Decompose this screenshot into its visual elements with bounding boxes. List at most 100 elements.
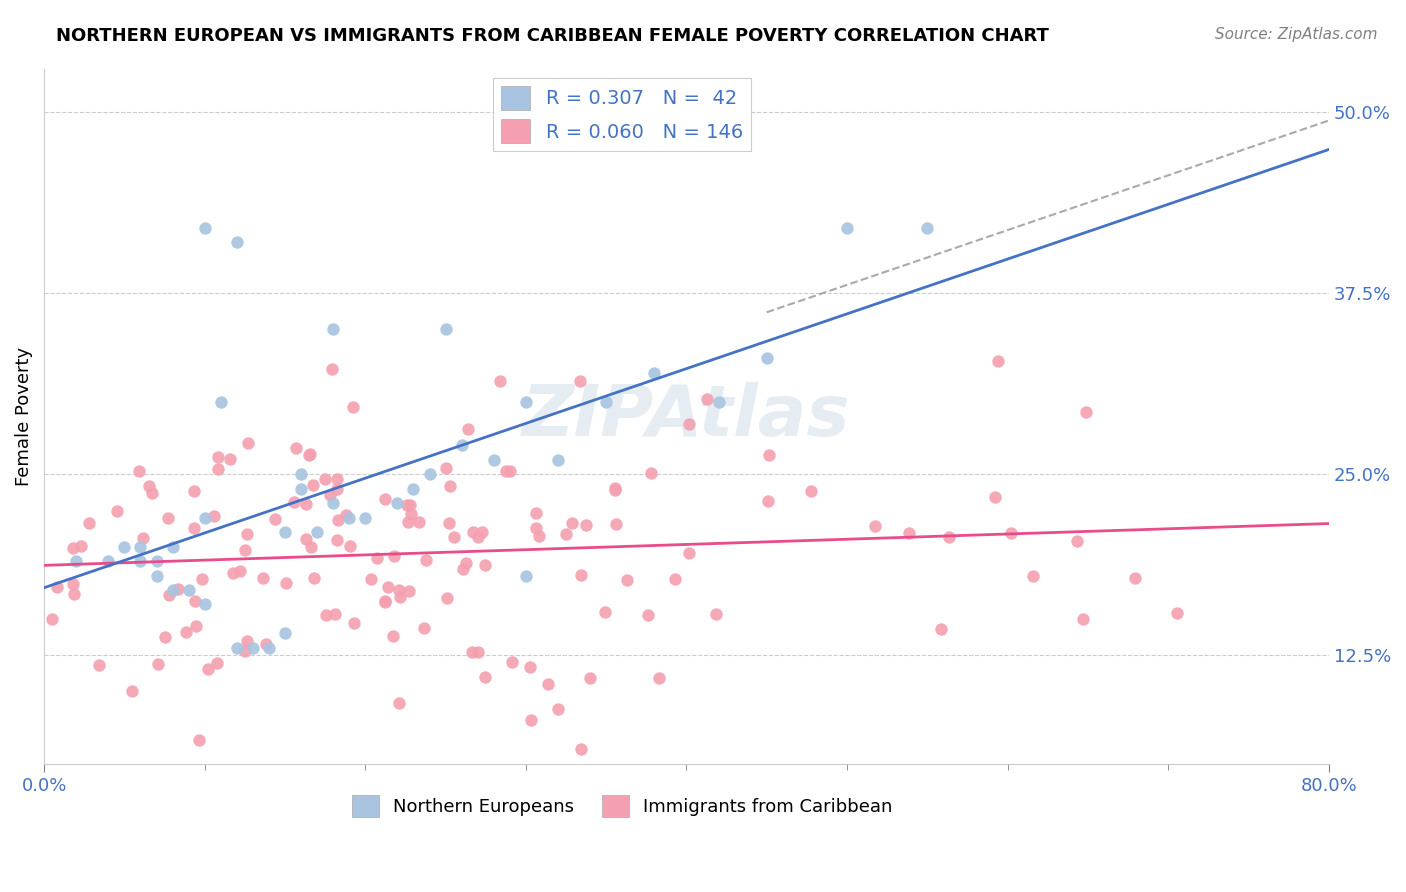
Point — [388, 591, 411, 605]
Point — [283, 494, 305, 508]
Point — [1022, 568, 1045, 582]
Point — [183, 483, 205, 498]
Point — [290, 467, 312, 482]
Point — [1071, 612, 1094, 626]
Point — [236, 436, 259, 450]
Point — [498, 464, 520, 478]
Point — [474, 670, 496, 684]
Point — [166, 582, 188, 596]
Point — [274, 626, 297, 640]
Point — [205, 656, 228, 670]
Point — [501, 656, 523, 670]
Point — [413, 621, 436, 635]
Point — [489, 375, 512, 389]
Point — [184, 594, 207, 608]
Point — [835, 220, 858, 235]
Point — [758, 448, 780, 462]
Point — [1125, 571, 1147, 585]
Point — [233, 644, 256, 658]
Point — [343, 615, 366, 630]
Point — [129, 554, 152, 568]
Point — [938, 530, 960, 544]
Point — [264, 512, 287, 526]
Point — [678, 417, 700, 431]
Point — [335, 508, 357, 522]
Point — [45, 580, 67, 594]
Point — [225, 640, 247, 655]
Point — [65, 554, 87, 568]
Point — [295, 497, 318, 511]
Point — [156, 511, 179, 525]
Point — [302, 571, 325, 585]
Point — [274, 524, 297, 539]
Point — [218, 451, 240, 466]
Point — [105, 503, 128, 517]
Point — [183, 520, 205, 534]
Point — [678, 546, 700, 560]
Point — [471, 525, 494, 540]
Point — [290, 482, 312, 496]
Point — [197, 662, 219, 676]
Point — [225, 235, 247, 250]
Point — [450, 438, 472, 452]
Point — [388, 582, 411, 597]
Point — [439, 478, 461, 492]
Point — [461, 525, 484, 540]
Point — [121, 684, 143, 698]
Point — [325, 533, 347, 548]
Point — [132, 531, 155, 545]
Point — [398, 584, 420, 599]
Y-axis label: Female Poverty: Female Poverty — [15, 347, 32, 486]
Point — [382, 549, 405, 564]
Point — [605, 483, 627, 497]
Point — [537, 677, 560, 691]
Point — [319, 488, 342, 502]
Point — [569, 742, 592, 756]
Point — [326, 473, 349, 487]
Point — [87, 658, 110, 673]
Point — [314, 472, 336, 486]
Text: ZIPAtlas: ZIPAtlas — [522, 382, 851, 450]
Point — [222, 566, 245, 581]
Point — [436, 591, 458, 606]
Text: Source: ZipAtlas.com: Source: ZipAtlas.com — [1215, 27, 1378, 42]
Point — [519, 713, 541, 727]
Point — [418, 467, 440, 482]
Point — [301, 478, 323, 492]
Point — [987, 353, 1010, 368]
Point — [474, 558, 496, 573]
Point — [184, 619, 207, 633]
Point — [437, 516, 460, 530]
Point — [519, 660, 541, 674]
Point — [299, 540, 322, 554]
Point — [707, 394, 730, 409]
Point — [1166, 606, 1188, 620]
Point — [284, 441, 307, 455]
Point — [374, 594, 396, 608]
Point — [696, 392, 718, 406]
Point — [326, 482, 349, 496]
Point — [374, 595, 396, 609]
Point — [515, 394, 537, 409]
Text: NORTHERN EUROPEAN VS IMMIGRANTS FROM CARIBBEAN FEMALE POVERTY CORRELATION CHART: NORTHERN EUROPEAN VS IMMIGRANTS FROM CAR… — [56, 27, 1049, 45]
Point — [62, 541, 84, 556]
Point — [257, 640, 280, 655]
Point — [388, 697, 411, 711]
Point — [307, 524, 329, 539]
Point — [326, 513, 349, 527]
Point — [153, 630, 176, 644]
Point — [62, 576, 84, 591]
Point — [366, 550, 388, 565]
Point — [664, 572, 686, 586]
Point — [298, 448, 321, 462]
Point — [396, 499, 419, 513]
Point — [157, 588, 180, 602]
Point — [141, 486, 163, 500]
Point — [315, 608, 337, 623]
Point — [593, 605, 616, 619]
Point — [555, 526, 578, 541]
Point — [70, 539, 93, 553]
Point — [190, 572, 212, 586]
Point — [339, 539, 361, 553]
Point — [174, 624, 197, 639]
